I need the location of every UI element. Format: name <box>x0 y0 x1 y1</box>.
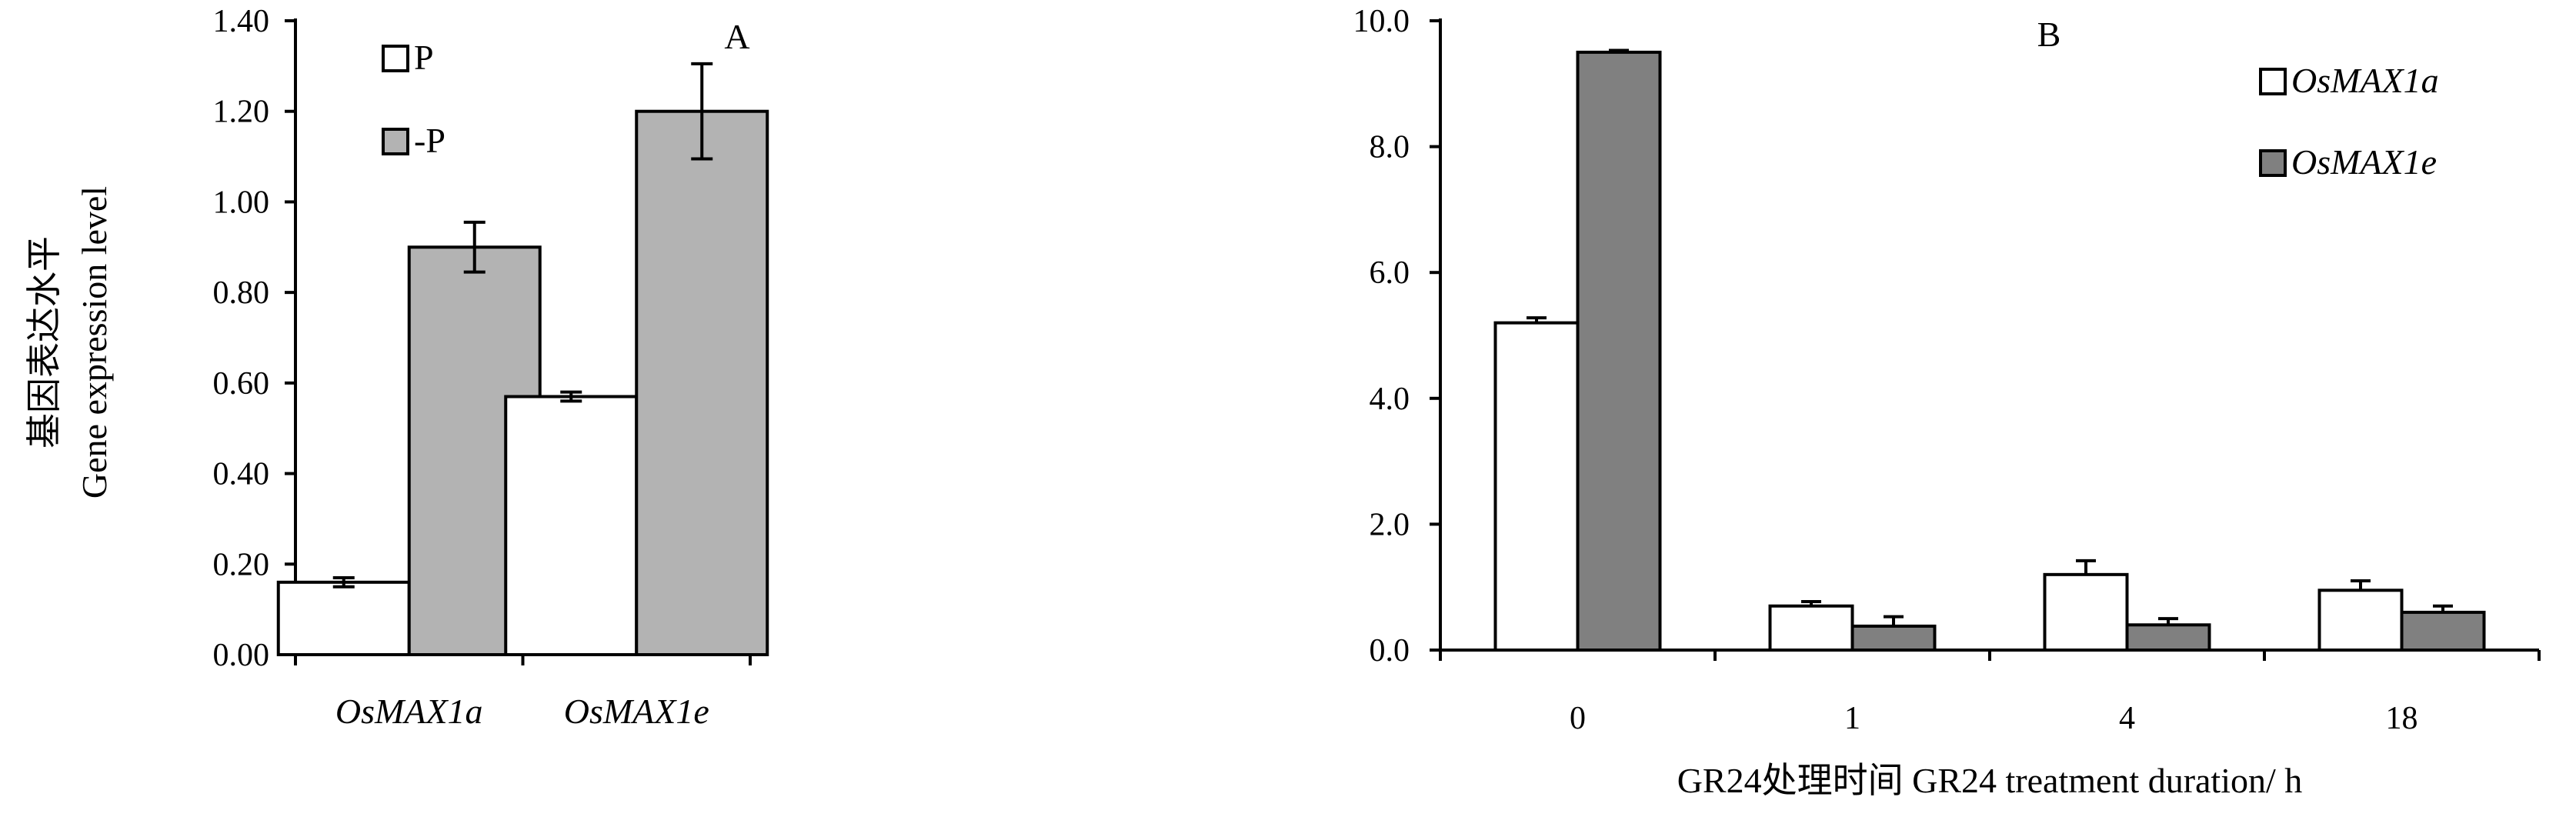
panel-a-ylabel-en: Gene expression level <box>75 186 114 499</box>
panel-a-y-tick-label: 0.40 <box>213 457 270 492</box>
panel-a-y-tick-label: 0.20 <box>213 547 270 582</box>
panel-a-y-tick-label: 1.20 <box>213 95 270 130</box>
panel-a-bar <box>636 112 767 655</box>
panel-a-category-label: OsMAX1a <box>335 692 483 731</box>
panel-b-legend-label: OsMAX1e <box>2291 142 2437 182</box>
panel-b-category-label: 1 <box>1844 701 1860 736</box>
panel-a-label: A <box>724 17 749 56</box>
panel-a-y-tick-label: 1.00 <box>213 185 270 220</box>
panel-b-bar <box>2045 575 2127 650</box>
panel-a-y-tick-label: 0.80 <box>213 275 270 311</box>
panel-b-bar <box>1496 323 1578 650</box>
panel-a-y-tick-label: 1.40 <box>213 4 270 39</box>
panel-a-category-label: OsMAX1e <box>564 692 709 731</box>
panel-a-legend-label: P <box>414 38 434 77</box>
panel-a-ylabel-cn: 基因表达水平 <box>25 236 64 449</box>
panel-a-y-tick-label: 0.00 <box>213 638 270 673</box>
panel-a-bar <box>279 582 409 655</box>
panel-b-y-tick-label: 10.0 <box>1353 4 1410 39</box>
panel-b-category-label: 18 <box>2386 701 2418 736</box>
panel-b-y-tick-label: 4.0 <box>1370 382 1410 417</box>
panel-b-bar <box>1578 52 1660 650</box>
panel-a-bar <box>506 397 636 655</box>
panel-b-bar <box>2402 612 2484 650</box>
panel-a-legend-swatch <box>383 129 408 154</box>
panel-b-bar <box>2320 590 2402 650</box>
panel-a-y-tick-label: 0.60 <box>213 366 270 402</box>
panel-b-y-tick-label: 2.0 <box>1370 507 1410 542</box>
panel-b-xlabel: GR24处理时间 GR24 treatment duration/ h <box>1677 761 2303 800</box>
panel-b-label: B <box>2037 15 2061 54</box>
panel-b-bar <box>1770 606 1853 650</box>
panel-b-category-label: 4 <box>2119 701 2135 736</box>
panel-b-y-tick-label: 8.0 <box>1370 130 1410 165</box>
panel-b-bar <box>2127 625 2210 650</box>
panel-a-legend-swatch <box>383 46 408 71</box>
panel-b-y-tick-label: 6.0 <box>1370 255 1410 291</box>
panel-b-legend-label: OsMAX1a <box>2291 61 2439 100</box>
panel-b-legend-swatch <box>2261 151 2285 175</box>
panel-b-legend-swatch <box>2261 69 2285 94</box>
panel-b-bar <box>1853 626 1935 650</box>
panel-a-legend-label: -P <box>414 121 445 160</box>
panel-b-category-label: 0 <box>1570 701 1586 736</box>
panel-b-y-tick-label: 0.0 <box>1370 633 1410 669</box>
